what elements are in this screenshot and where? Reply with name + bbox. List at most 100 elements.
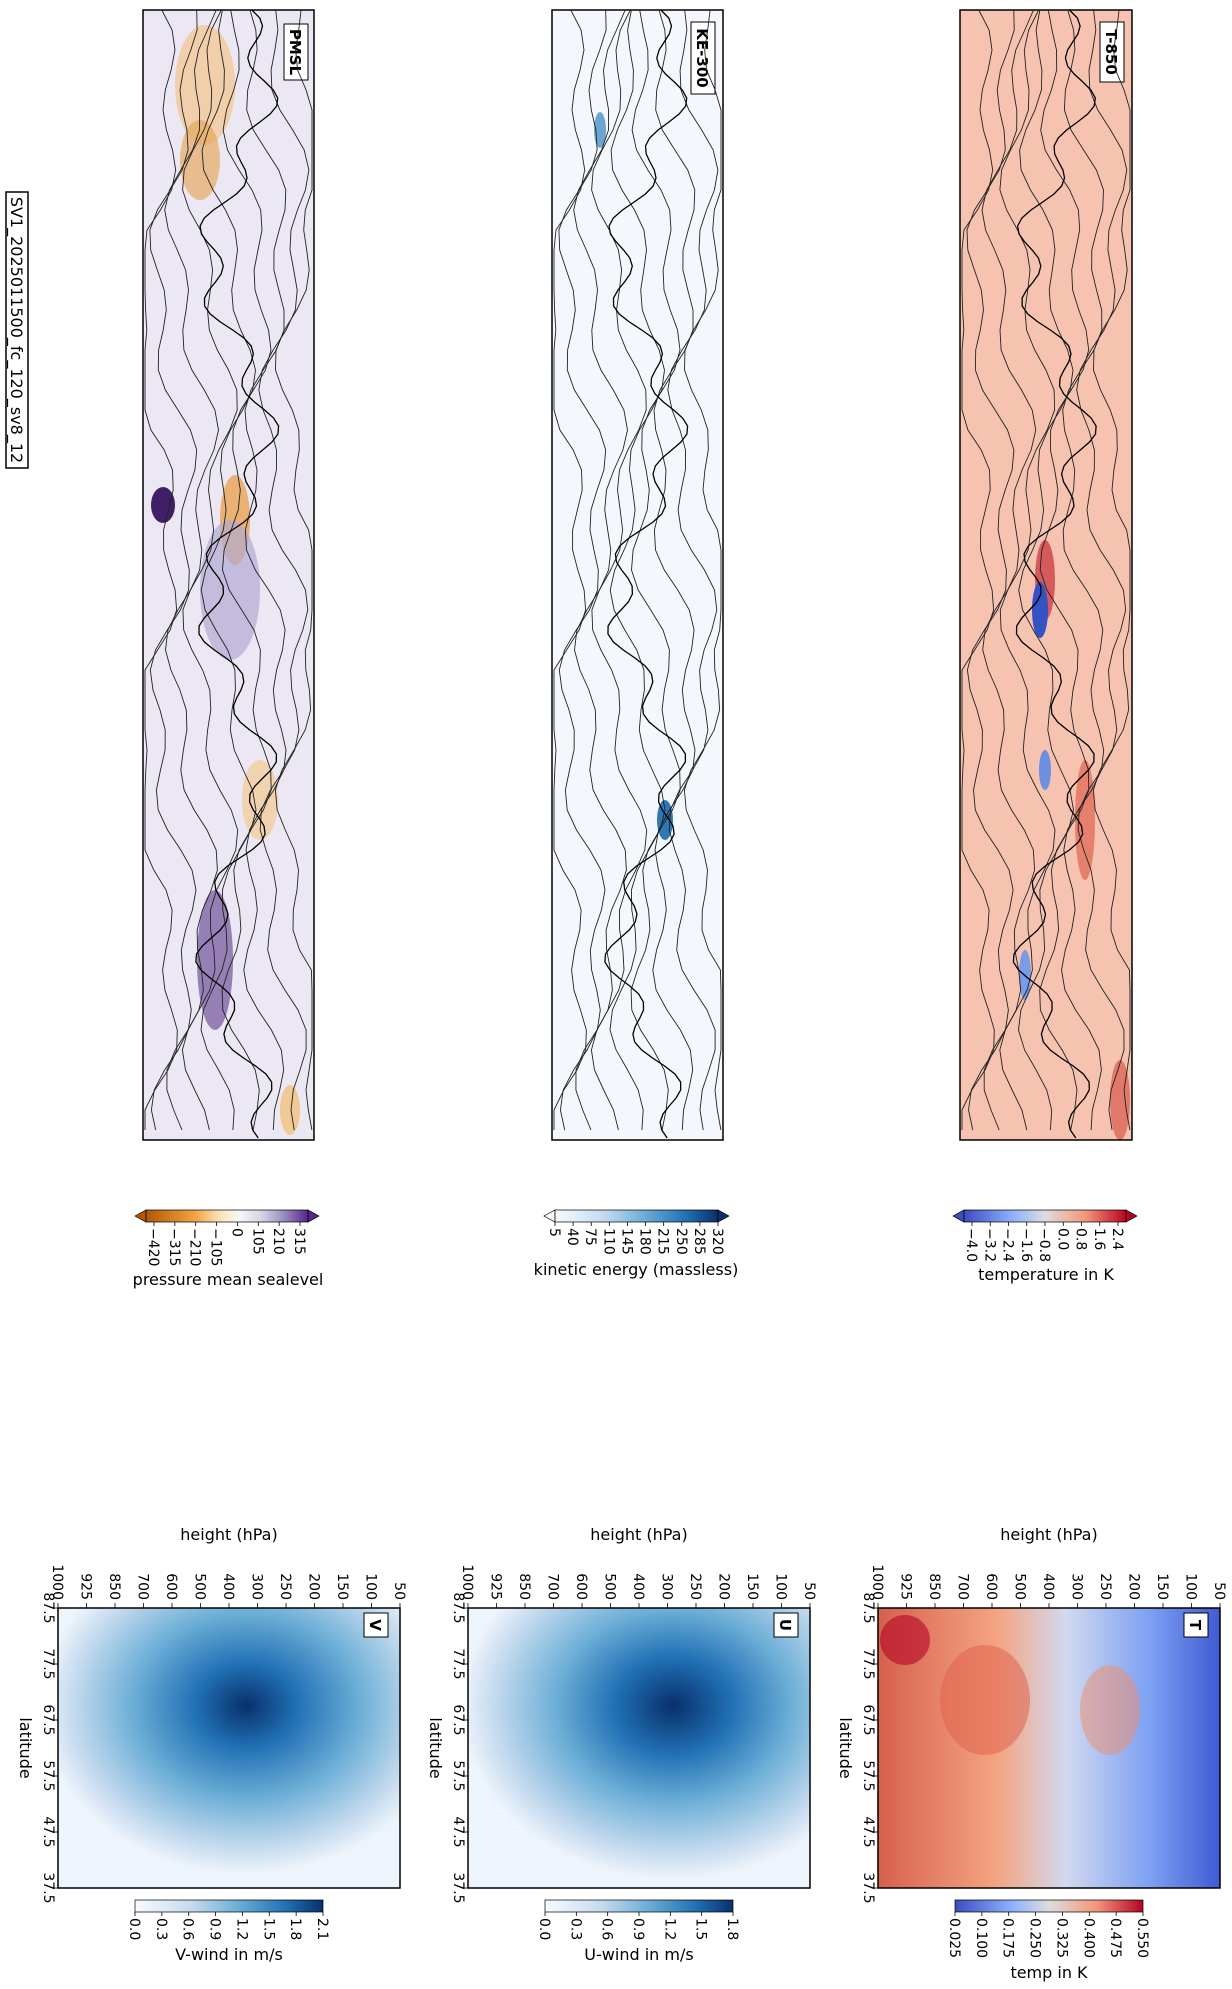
map-label-ke300: KE-300 bbox=[690, 21, 716, 95]
colorbar-tick-label: −1.6 bbox=[1018, 1228, 1034, 1262]
cross-section-label-box bbox=[363, 1612, 389, 1638]
cross-section-u: U height (hPa) latitude bbox=[426, 1525, 811, 1889]
x-tick-label: 77.5 bbox=[40, 1648, 56, 1679]
colorbar-tick-label: 1.8 bbox=[287, 1918, 303, 1940]
y-tick-label: 150 bbox=[744, 1573, 760, 1600]
ylabel: height (hPa) bbox=[590, 1525, 687, 1544]
map-label-text: PMSL bbox=[286, 29, 304, 76]
colorbar-tick-label: 215 bbox=[655, 1228, 671, 1255]
xlabel: latitude bbox=[836, 1717, 855, 1778]
colorbar-v: V-wind in m/s bbox=[134, 1899, 324, 1964]
colorbar-label: kinetic energy (massless) bbox=[534, 1260, 739, 1279]
colorbar-tick-label: 0.475 bbox=[1107, 1918, 1123, 1958]
colorbar-bar bbox=[134, 1899, 324, 1913]
map-contour-line bbox=[630, 9, 681, 1131]
colorbar-arrow-left bbox=[952, 1209, 965, 1223]
colorbar-tick-label: 40 bbox=[564, 1228, 580, 1246]
colorbar-tick-label: −0.8 bbox=[1036, 1228, 1052, 1262]
colorbar-tick-label: 145 bbox=[618, 1228, 634, 1255]
y-tick-label: 200 bbox=[306, 1573, 322, 1600]
colorbar-tick-label: −420 bbox=[145, 1228, 161, 1266]
colorbar-t850: temperature in K bbox=[952, 1209, 1138, 1284]
x-tick-label: 37.5 bbox=[40, 1872, 56, 1903]
map-contour-line bbox=[590, 9, 648, 1131]
x-tick-label: 57.5 bbox=[40, 1760, 56, 1791]
xlabel: latitude bbox=[426, 1717, 445, 1778]
colorbar-tick-label: 180 bbox=[637, 1228, 653, 1255]
colorbar-tick-label: 2.4 bbox=[1109, 1228, 1125, 1250]
colorbar-tick-label: 1.2 bbox=[661, 1918, 677, 1940]
map-contour-line bbox=[1092, 9, 1131, 1131]
cross-section-field bbox=[878, 1608, 1220, 1888]
x-tick-label: 57.5 bbox=[860, 1760, 876, 1791]
map-contour-line bbox=[981, 9, 1037, 1131]
map-contour-line bbox=[1039, 9, 1090, 1131]
colorbar-tick-label: −210 bbox=[187, 1228, 203, 1266]
colorbar-bar bbox=[544, 1899, 734, 1913]
colorbar-label: temp in K bbox=[1010, 1963, 1088, 1982]
map-contour-line bbox=[221, 9, 272, 1131]
map-label-text: KE-300 bbox=[693, 28, 711, 87]
colorbar-tick-label: 105 bbox=[249, 1228, 265, 1255]
colorbar-arrow-left bbox=[543, 1209, 556, 1223]
colorbar-arrow-right bbox=[717, 1209, 730, 1223]
y-tick-label: 150 bbox=[334, 1573, 350, 1600]
colorbar-label: pressure mean sealevel bbox=[133, 1270, 324, 1289]
colorbar-bar bbox=[554, 1209, 719, 1223]
colorbar-tick-label: 0.175 bbox=[1000, 1918, 1016, 1958]
colorbar-tick-label: 110 bbox=[600, 1228, 616, 1255]
y-tick-label: 500 bbox=[192, 1573, 208, 1600]
colorbar-tick-label: 0.550 bbox=[1134, 1918, 1150, 1958]
y-tick-label: 850 bbox=[516, 1573, 532, 1600]
y-tick-label: 500 bbox=[1012, 1573, 1028, 1600]
x-tick-label: 77.5 bbox=[860, 1648, 876, 1679]
colorbar-tick-label: 0.325 bbox=[1053, 1918, 1069, 1958]
cross-section-label-box bbox=[773, 1612, 799, 1638]
colorbar-tick-label: 1.5 bbox=[260, 1918, 276, 1940]
cross-section-field bbox=[58, 1608, 400, 1888]
colorbar-tick-label: 0.025 bbox=[946, 1918, 962, 1958]
y-tick-label: 250 bbox=[1097, 1573, 1113, 1600]
cross-section-label-text: U bbox=[776, 1619, 794, 1631]
map-anomaly bbox=[242, 760, 278, 840]
cross-section-label-v: V bbox=[363, 1612, 389, 1638]
colorbar-tick-label: 0.400 bbox=[1080, 1918, 1096, 1958]
x-tick-label: 67.5 bbox=[450, 1704, 466, 1735]
map-coastline bbox=[1012, 9, 1097, 1139]
colorbar-tick-label: 0 bbox=[228, 1228, 244, 1237]
colorbar-tick-label: 0.0 bbox=[1054, 1228, 1070, 1250]
cross-section-t: T height (hPa) latitude bbox=[836, 1525, 1221, 1889]
y-tick-label: 700 bbox=[135, 1573, 151, 1600]
colorbar-t: temp in K bbox=[954, 1899, 1144, 1982]
xlabel: latitude bbox=[16, 1717, 35, 1778]
y-tick-label: 50 bbox=[1211, 1582, 1227, 1600]
y-tick-label: 600 bbox=[163, 1573, 179, 1600]
map-label-box bbox=[1099, 21, 1125, 83]
map-contour-line bbox=[683, 9, 722, 1131]
colorbar-label: V-wind in m/s bbox=[175, 1945, 283, 1964]
ylabel: height (hPa) bbox=[180, 1525, 277, 1544]
colorbar-tick-label: 210 bbox=[270, 1228, 286, 1255]
colorbar-tick-label: 75 bbox=[582, 1228, 598, 1246]
colorbar-tick-label: 1.5 bbox=[693, 1918, 709, 1940]
colorbar-tick-label: 0.8 bbox=[1073, 1228, 1089, 1250]
colorbar-tick-label: 0.9 bbox=[207, 1918, 223, 1940]
map-contour-line bbox=[609, 9, 666, 1131]
map-contour-line bbox=[1018, 9, 1074, 1131]
map-anomaly bbox=[180, 120, 220, 200]
colorbar-tick-label: 315 bbox=[291, 1228, 307, 1255]
y-tick-label: 400 bbox=[220, 1573, 236, 1600]
map-contour-line bbox=[1076, 9, 1128, 1131]
colorbar-tick-label: 1.8 bbox=[724, 1918, 740, 1940]
figure-title: SV1_2025011500_fc_120_sv8_12 bbox=[5, 191, 29, 469]
colorbar-tick-label: 5 bbox=[546, 1228, 562, 1237]
cross-section-field bbox=[468, 1608, 810, 1888]
map-contour-line bbox=[1061, 9, 1105, 1131]
x-tick-label: 47.5 bbox=[40, 1816, 56, 1847]
y-tick-label: 250 bbox=[687, 1573, 703, 1600]
y-tick-label: 250 bbox=[277, 1573, 293, 1600]
y-tick-label: 300 bbox=[659, 1573, 675, 1600]
colorbar-tick-label: −4.0 bbox=[963, 1228, 979, 1262]
map-anomaly bbox=[1075, 760, 1095, 880]
cross-section-label-text: V bbox=[366, 1619, 384, 1631]
